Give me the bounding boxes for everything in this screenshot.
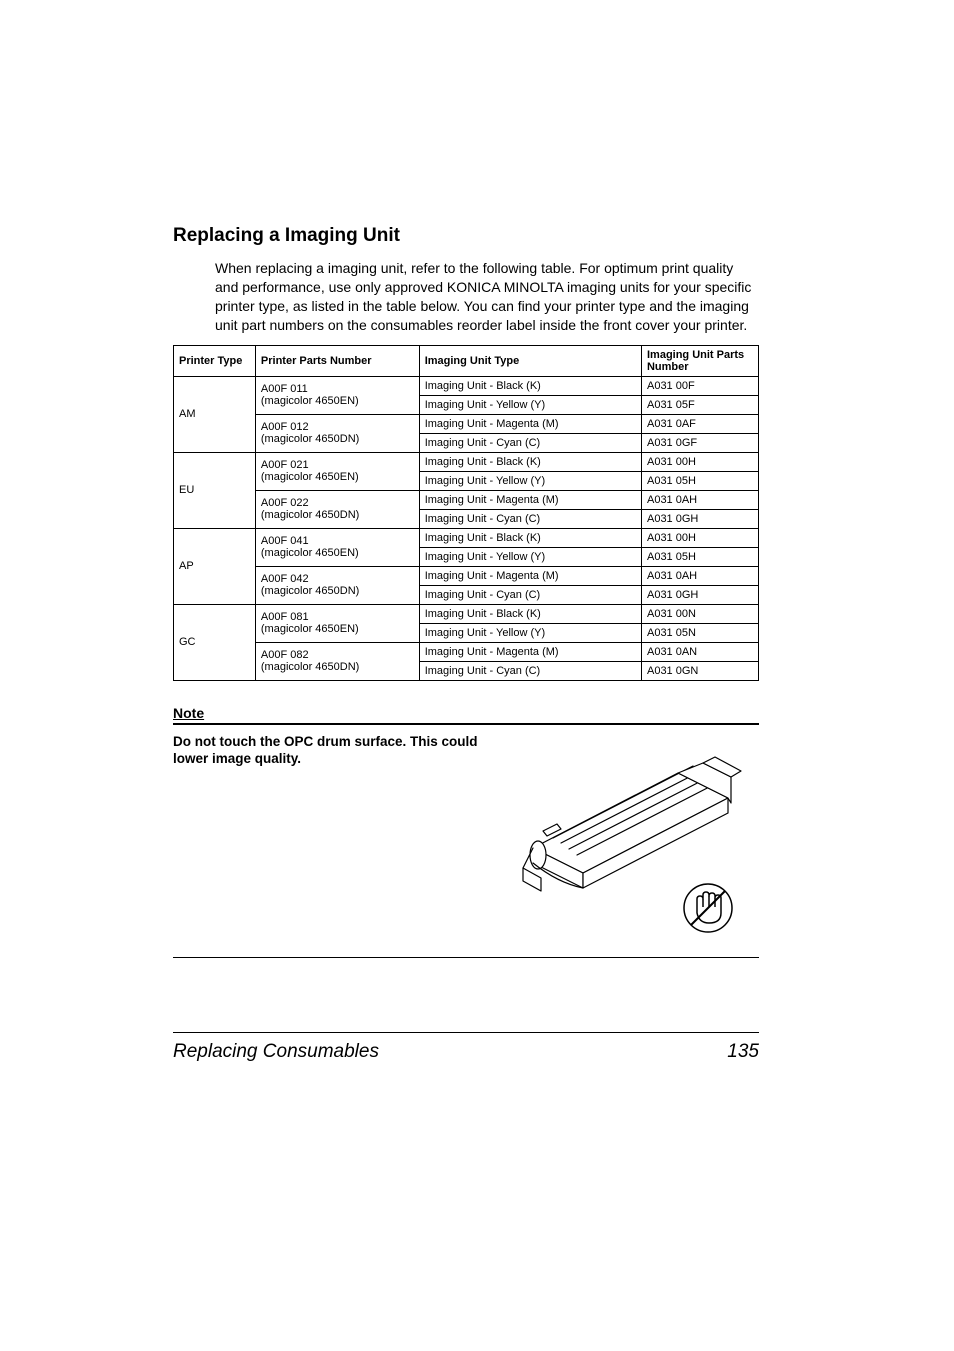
table-row: A00F 022(magicolor 4650DN)Imaging Unit -… xyxy=(174,490,759,509)
note-section: Do not touch the OPC drum surface. This … xyxy=(173,733,759,943)
cell-unit-type: Imaging Unit - Cyan (C) xyxy=(419,661,641,680)
cell-printer-parts-number: A00F 081(magicolor 4650EN) xyxy=(255,604,419,642)
cell-unit-parts-number: A031 0GH xyxy=(641,585,758,604)
cell-unit-parts-number: A031 00H xyxy=(641,452,758,471)
cell-unit-parts-number: A031 0AN xyxy=(641,642,758,661)
cell-unit-type: Imaging Unit - Cyan (C) xyxy=(419,509,641,528)
footer-page-number: 135 xyxy=(727,1041,759,1063)
cell-printer-parts-number: A00F 042(magicolor 4650DN) xyxy=(255,566,419,604)
cell-printer-parts-number: A00F 012(magicolor 4650DN) xyxy=(255,414,419,452)
imaging-unit-table: Printer Type Printer Parts Number Imagin… xyxy=(173,345,759,681)
cell-unit-type: Imaging Unit - Magenta (M) xyxy=(419,642,641,661)
cell-unit-parts-number: A031 0GH xyxy=(641,509,758,528)
cell-unit-type: Imaging Unit - Cyan (C) xyxy=(419,585,641,604)
cell-printer-type: EU xyxy=(174,452,256,528)
table-row: A00F 042(magicolor 4650DN)Imaging Unit -… xyxy=(174,566,759,585)
page-footer: Replacing Consumables 135 xyxy=(173,1032,759,1063)
cell-unit-type: Imaging Unit - Black (K) xyxy=(419,604,641,623)
note-heading: Note xyxy=(173,705,759,721)
cell-unit-parts-number: A031 00H xyxy=(641,528,758,547)
cell-unit-parts-number: A031 05F xyxy=(641,395,758,414)
intro-paragraph: When replacing a imaging unit, refer to … xyxy=(215,259,759,335)
cell-unit-parts-number: A031 0AF xyxy=(641,414,758,433)
table-row: GCA00F 081(magicolor 4650EN)Imaging Unit… xyxy=(174,604,759,623)
cell-unit-type: Imaging Unit - Cyan (C) xyxy=(419,433,641,452)
table-row: A00F 082(magicolor 4650DN)Imaging Unit -… xyxy=(174,642,759,661)
cell-unit-type: Imaging Unit - Yellow (Y) xyxy=(419,547,641,566)
cell-printer-type: AM xyxy=(174,376,256,452)
cell-printer-type: AP xyxy=(174,528,256,604)
cell-unit-type: Imaging Unit - Yellow (Y) xyxy=(419,471,641,490)
th-unit-type: Imaging Unit Type xyxy=(419,345,641,376)
cell-printer-parts-number: A00F 021(magicolor 4650EN) xyxy=(255,452,419,490)
cell-printer-type: GC xyxy=(174,604,256,680)
cell-printer-parts-number: A00F 022(magicolor 4650DN) xyxy=(255,490,419,528)
cell-unit-type: Imaging Unit - Magenta (M) xyxy=(419,566,641,585)
cell-unit-parts-number: A031 0GN xyxy=(641,661,758,680)
table-row: A00F 012(magicolor 4650DN)Imaging Unit -… xyxy=(174,414,759,433)
cell-unit-parts-number: A031 05N xyxy=(641,623,758,642)
cell-unit-parts-number: A031 05H xyxy=(641,547,758,566)
cell-unit-type: Imaging Unit - Black (K) xyxy=(419,376,641,395)
cell-printer-parts-number: A00F 011(magicolor 4650EN) xyxy=(255,376,419,414)
cell-unit-type: Imaging Unit - Magenta (M) xyxy=(419,414,641,433)
cell-unit-type: Imaging Unit - Yellow (Y) xyxy=(419,623,641,642)
cell-unit-type: Imaging Unit - Yellow (Y) xyxy=(419,395,641,414)
note-bottom-rule xyxy=(173,957,759,958)
cell-unit-parts-number: A031 00F xyxy=(641,376,758,395)
cell-printer-parts-number: A00F 041(magicolor 4650EN) xyxy=(255,528,419,566)
section-heading: Replacing a Imaging Unit xyxy=(173,225,759,247)
cell-unit-type: Imaging Unit - Magenta (M) xyxy=(419,490,641,509)
note-text: Do not touch the OPC drum surface. This … xyxy=(173,733,478,768)
footer-title: Replacing Consumables xyxy=(173,1041,379,1063)
table-row: APA00F 041(magicolor 4650EN)Imaging Unit… xyxy=(174,528,759,547)
imaging-unit-diagram xyxy=(478,733,759,943)
cell-unit-parts-number: A031 0GF xyxy=(641,433,758,452)
th-parts-number: Printer Parts Number xyxy=(255,345,419,376)
cell-unit-parts-number: A031 00N xyxy=(641,604,758,623)
cell-printer-parts-number: A00F 082(magicolor 4650DN) xyxy=(255,642,419,680)
table-row: EUA00F 021(magicolor 4650EN)Imaging Unit… xyxy=(174,452,759,471)
cell-unit-parts-number: A031 0AH xyxy=(641,566,758,585)
cell-unit-type: Imaging Unit - Black (K) xyxy=(419,528,641,547)
cell-unit-parts-number: A031 0AH xyxy=(641,490,758,509)
cell-unit-parts-number: A031 05H xyxy=(641,471,758,490)
note-top-rule xyxy=(173,723,759,725)
table-row: AMA00F 011(magicolor 4650EN)Imaging Unit… xyxy=(174,376,759,395)
cell-unit-type: Imaging Unit - Black (K) xyxy=(419,452,641,471)
th-unit-parts-number: Imaging Unit Parts Number xyxy=(641,345,758,376)
th-printer-type: Printer Type xyxy=(174,345,256,376)
